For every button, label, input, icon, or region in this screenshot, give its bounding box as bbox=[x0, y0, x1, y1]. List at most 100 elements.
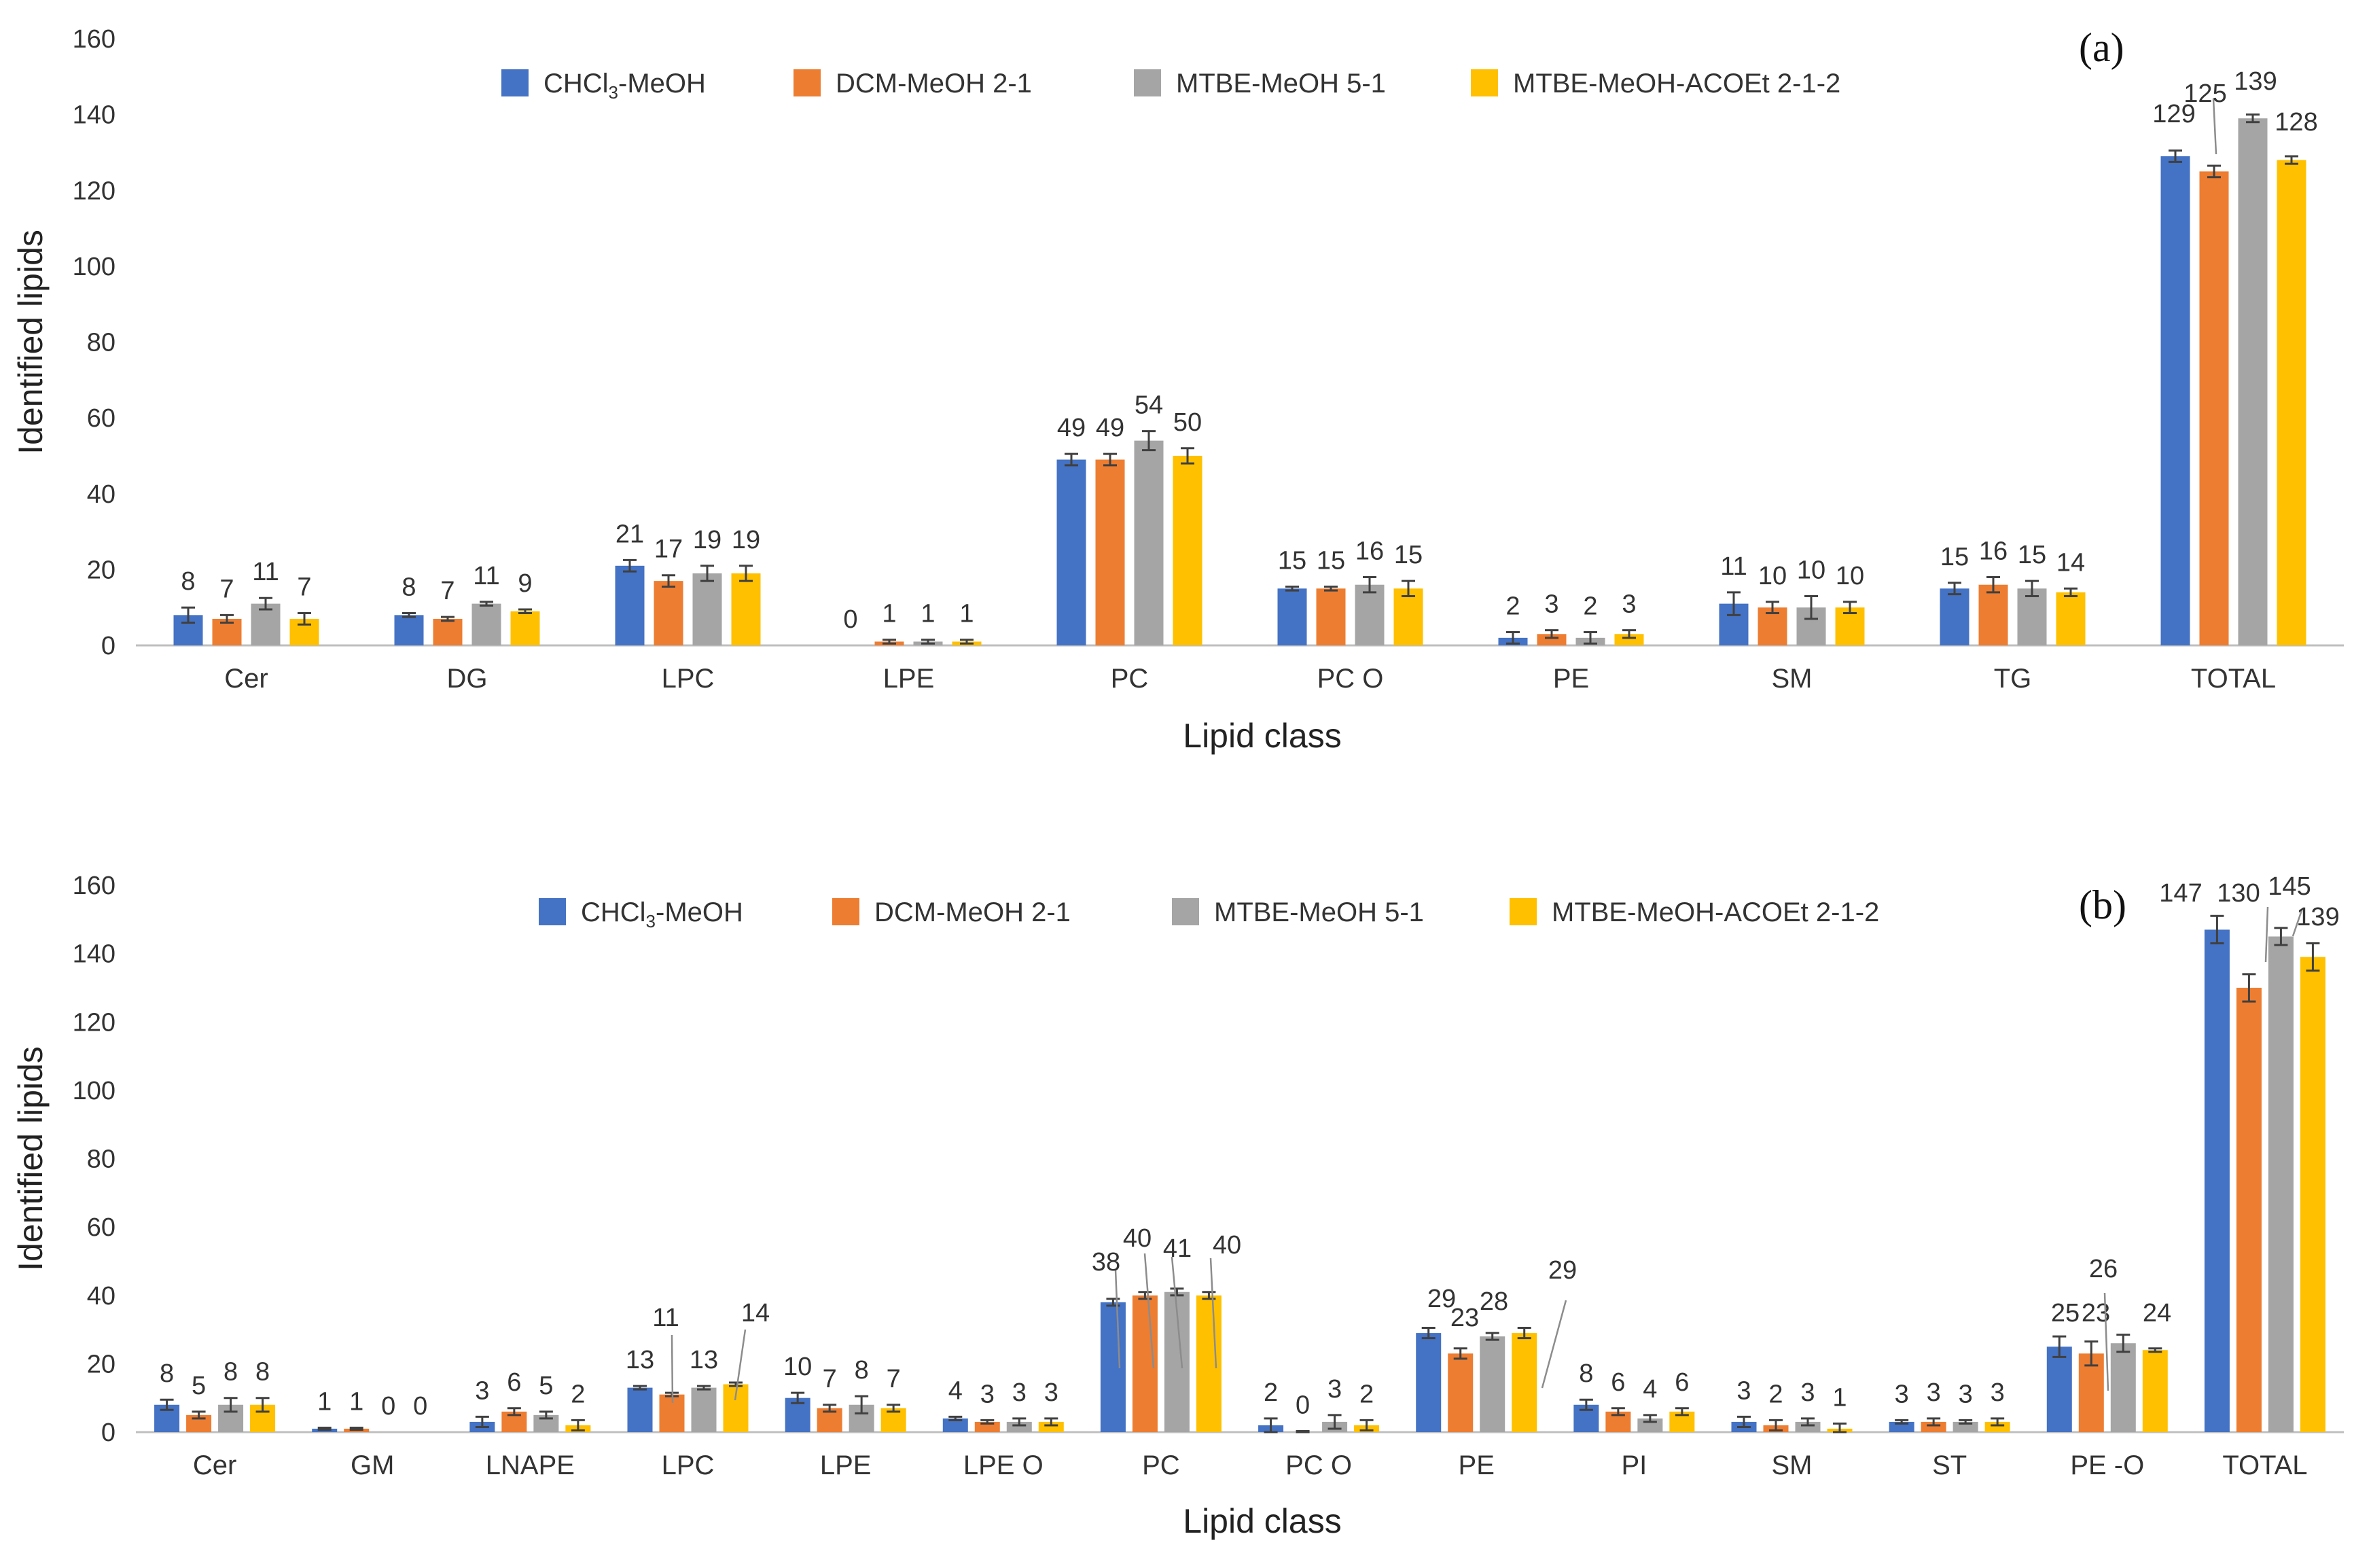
bar bbox=[2017, 588, 2047, 645]
legend-label: MTBE-MeOH 5-1 bbox=[1214, 897, 1424, 927]
y-tick-label: 120 bbox=[73, 1008, 115, 1037]
data-label: 3 bbox=[1959, 1380, 1973, 1408]
data-label: 1 bbox=[1832, 1383, 1847, 1412]
data-label: 40 bbox=[1213, 1231, 1241, 1260]
legend-swatch bbox=[539, 898, 566, 925]
error-bar bbox=[700, 565, 714, 582]
x-tick-label: Cer bbox=[224, 664, 268, 694]
error-bar bbox=[855, 1395, 869, 1414]
error-bar bbox=[1324, 585, 1338, 592]
error-bar bbox=[2052, 1335, 2067, 1358]
error-bar bbox=[623, 558, 637, 573]
error-bar bbox=[475, 1415, 489, 1428]
error-bar bbox=[2207, 164, 2221, 179]
data-label: 6 bbox=[507, 1368, 521, 1397]
x-tick-label: TOTAL bbox=[2222, 1450, 2307, 1480]
y-tick-label: 20 bbox=[87, 1350, 115, 1378]
legend-label: MTBE-MeOH 5-1 bbox=[1176, 69, 1386, 99]
error-bar bbox=[224, 1397, 238, 1413]
x-tick-label: TG bbox=[1994, 664, 2032, 694]
bar bbox=[1277, 588, 1307, 645]
error-bar bbox=[349, 1426, 363, 1431]
data-label: 11 bbox=[252, 558, 279, 586]
data-label: 8 bbox=[160, 1359, 174, 1388]
bar bbox=[2142, 1350, 2168, 1432]
legend-swatch bbox=[501, 69, 529, 96]
bar bbox=[1173, 455, 1202, 645]
data-label: 19 bbox=[693, 526, 721, 554]
error-bar bbox=[1622, 629, 1636, 639]
bar bbox=[1978, 584, 2008, 645]
error-bar bbox=[2246, 113, 2260, 124]
error-bar bbox=[518, 608, 532, 615]
data-label: 15 bbox=[1278, 546, 1306, 575]
error-bar bbox=[2148, 1347, 2162, 1353]
panel-label: (b) bbox=[2079, 883, 2126, 927]
x-tick-label: PC O bbox=[1317, 664, 1384, 694]
data-label: 13 bbox=[626, 1346, 654, 1374]
error-bar bbox=[1359, 1419, 1374, 1431]
bar bbox=[1416, 1333, 1442, 1432]
legend-swatch bbox=[1134, 69, 1161, 96]
data-label: 16 bbox=[1355, 537, 1384, 566]
data-label: 3 bbox=[1622, 590, 1636, 619]
x-tick-label: PE -O bbox=[2070, 1450, 2144, 1480]
error-bar bbox=[1643, 1414, 1657, 1423]
data-label: 29 bbox=[1548, 1256, 1577, 1285]
data-label: 3 bbox=[1927, 1378, 1941, 1407]
x-tick-label: SM bbox=[1772, 664, 1813, 694]
data-label: 8 bbox=[181, 567, 195, 596]
legend-swatch bbox=[1172, 898, 1199, 925]
x-tick-label: DG bbox=[447, 664, 488, 694]
y-tick-label: 20 bbox=[87, 556, 115, 584]
data-label: 3 bbox=[1044, 1378, 1058, 1407]
error-bar bbox=[697, 1385, 711, 1391]
bar bbox=[1448, 1353, 1474, 1432]
error-bar bbox=[1675, 1407, 1689, 1416]
bar bbox=[251, 603, 281, 645]
error-bar bbox=[1769, 1419, 1783, 1431]
error-bar bbox=[1766, 601, 1779, 615]
bar bbox=[2078, 1353, 2104, 1432]
error-bar bbox=[1545, 629, 1558, 639]
error-bar bbox=[259, 596, 272, 611]
x-tick-label: LPE bbox=[820, 1450, 872, 1480]
leader-line bbox=[1114, 1269, 1121, 1369]
data-label: 54 bbox=[1135, 391, 1163, 420]
data-label: 3 bbox=[1800, 1378, 1815, 1407]
y-tick-label: 100 bbox=[73, 253, 115, 281]
legend-swatch bbox=[794, 69, 821, 96]
bar bbox=[2300, 957, 2325, 1432]
data-label: 8 bbox=[224, 1358, 238, 1387]
y-tick-label: 80 bbox=[87, 329, 115, 357]
data-label: 21 bbox=[616, 520, 644, 548]
y-tick-label: 80 bbox=[87, 1145, 115, 1174]
error-bar bbox=[1065, 452, 1078, 467]
error-bar bbox=[1402, 580, 1415, 597]
error-bar bbox=[2064, 587, 2078, 597]
error-bar bbox=[1611, 1407, 1625, 1416]
bar bbox=[2056, 592, 2086, 645]
data-label: 15 bbox=[1940, 543, 1969, 571]
error-bar bbox=[1181, 447, 1194, 465]
bar bbox=[2277, 160, 2306, 646]
error-bar bbox=[791, 1391, 805, 1404]
x-tick-label: Cer bbox=[193, 1450, 236, 1480]
error-bar bbox=[1296, 1429, 1310, 1433]
data-label: 0 bbox=[413, 1392, 427, 1421]
data-label: 139 bbox=[2234, 67, 2277, 96]
leader-line bbox=[2264, 906, 2269, 963]
error-bar bbox=[441, 616, 454, 622]
data-label: 49 bbox=[1057, 414, 1086, 442]
data-label: 10 bbox=[1797, 556, 1825, 584]
bar bbox=[691, 1387, 717, 1432]
data-label: 0 bbox=[843, 605, 857, 634]
legend-label: DCM-MeOH 2-1 bbox=[836, 69, 1032, 99]
error-bar bbox=[298, 612, 311, 626]
error-bar bbox=[255, 1397, 270, 1413]
x-tick-label: LPC bbox=[662, 1450, 715, 1480]
data-label: 125 bbox=[2183, 79, 2226, 108]
error-bar bbox=[571, 1419, 585, 1431]
